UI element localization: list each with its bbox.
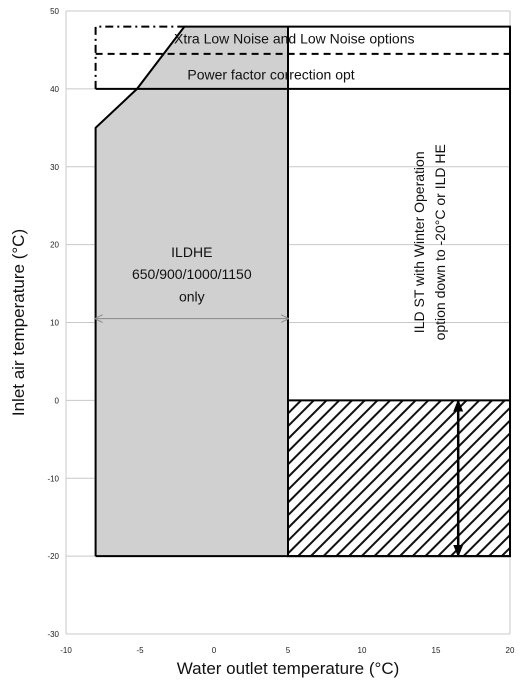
- winter-label-line2: option down to -20°C or ILD HE: [432, 144, 448, 340]
- ildhe-label-line2: 650/900/1000/1150: [132, 266, 252, 282]
- y-tick-label: 40: [50, 85, 59, 94]
- y-tick-label: 30: [50, 163, 59, 172]
- x-axis-title: Water outlet temperature (°C): [177, 659, 400, 678]
- x-tick-label: -5: [136, 646, 144, 655]
- x-tick-label: 5: [286, 646, 291, 655]
- y-tick-label: 0: [55, 396, 60, 405]
- x-tick-label: 0: [212, 646, 217, 655]
- y-tick-label: 10: [50, 319, 59, 328]
- y-tick-label: -20: [47, 552, 59, 561]
- noise-options-label: Xtra Low Noise and Low Noise options: [174, 31, 414, 47]
- ildhe-label-line1: ILDHE: [171, 244, 212, 260]
- y-tick-label: -30: [47, 630, 59, 639]
- winter-label-line1: ILD ST with Winter Operation: [411, 151, 427, 333]
- noise-options-dashdot-line: [94, 25, 185, 89]
- x-tick-label: 10: [358, 646, 367, 655]
- x-tick-label: -10: [60, 646, 72, 655]
- power-factor-label: Power factor correction opt: [187, 67, 354, 83]
- x-tick-label: 20: [506, 646, 515, 655]
- y-axis-ticks: -30 -20 -10 0 10 20 30 40 50: [47, 7, 59, 639]
- y-tick-label: 20: [50, 241, 59, 250]
- winter-operation-hatched-region: [287, 399, 511, 558]
- y-axis-title: Inlet air temperature (°C): [9, 229, 28, 416]
- y-tick-label: -10: [47, 474, 59, 483]
- x-tick-label: 15: [432, 646, 441, 655]
- ildhe-shaded-region: [95, 26, 288, 557]
- x-axis-ticks: -10 -5 0 5 10 15 20: [60, 646, 515, 655]
- ildhe-label-line3: only: [179, 288, 205, 304]
- y-tick-label: 50: [50, 7, 59, 16]
